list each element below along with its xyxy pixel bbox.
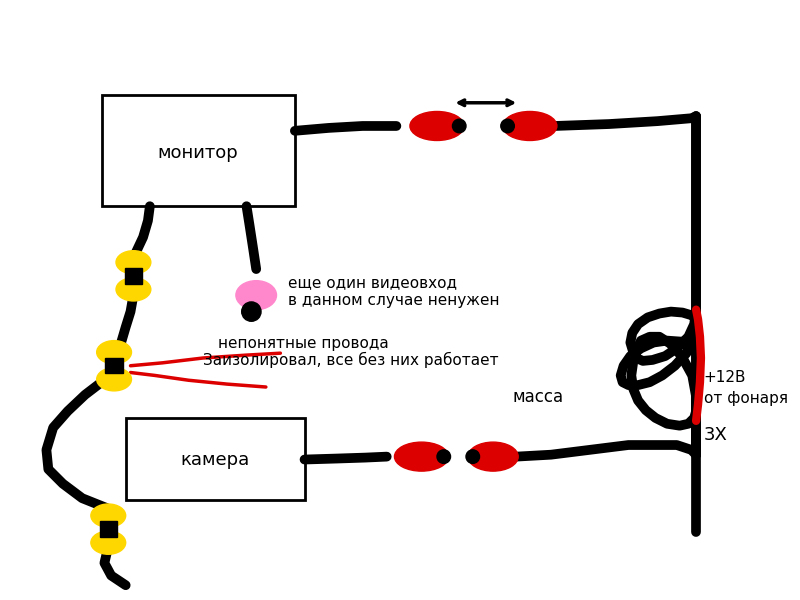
Text: от фонаря: от фонаря bbox=[704, 391, 788, 406]
Ellipse shape bbox=[394, 442, 449, 471]
Ellipse shape bbox=[91, 531, 126, 554]
FancyBboxPatch shape bbox=[126, 418, 305, 500]
Circle shape bbox=[501, 119, 514, 133]
Text: Заизолировал, все без них работает: Заизолировал, все без них работает bbox=[203, 352, 498, 368]
Ellipse shape bbox=[116, 278, 151, 301]
Bar bbox=[106, 358, 122, 373]
Ellipse shape bbox=[97, 341, 131, 364]
Circle shape bbox=[437, 450, 450, 463]
Ellipse shape bbox=[236, 281, 277, 310]
Text: масса: масса bbox=[513, 388, 563, 406]
Bar bbox=[125, 268, 142, 284]
Text: монитор: монитор bbox=[158, 144, 238, 162]
Ellipse shape bbox=[116, 251, 151, 274]
Ellipse shape bbox=[410, 112, 464, 140]
Bar bbox=[99, 521, 117, 537]
Ellipse shape bbox=[91, 504, 126, 527]
Text: 3Х: 3Х bbox=[704, 427, 728, 445]
Circle shape bbox=[242, 302, 261, 321]
Ellipse shape bbox=[468, 442, 518, 471]
Circle shape bbox=[466, 450, 479, 463]
Text: непонятные провода: непонятные провода bbox=[218, 336, 388, 351]
Text: еще один видеовход: еще один видеовход bbox=[288, 275, 457, 290]
Ellipse shape bbox=[502, 112, 557, 140]
Text: камера: камера bbox=[180, 451, 250, 469]
Circle shape bbox=[453, 119, 466, 133]
Ellipse shape bbox=[97, 368, 131, 391]
Text: +12В: +12В bbox=[704, 370, 746, 385]
Text: в данном случае ненужен: в данном случае ненужен bbox=[288, 293, 500, 308]
FancyBboxPatch shape bbox=[102, 95, 295, 206]
